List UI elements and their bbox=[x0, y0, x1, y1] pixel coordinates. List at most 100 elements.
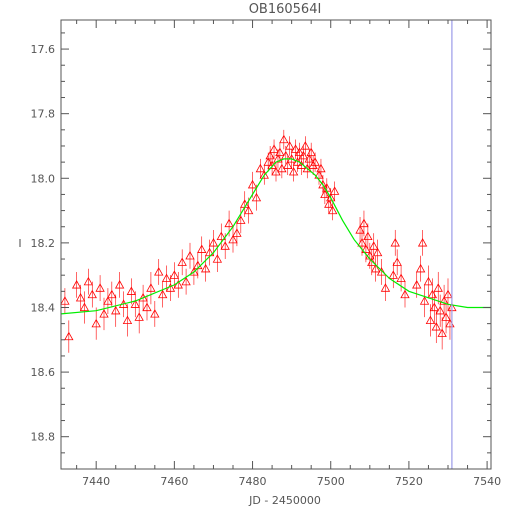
data-point-triangle bbox=[91, 318, 101, 328]
data-point-triangle bbox=[134, 312, 144, 321]
data-point-triangle bbox=[83, 276, 94, 286]
y-axis-label: I bbox=[18, 237, 21, 250]
y-tick-label: 17.6 bbox=[31, 43, 56, 56]
y-tick-label: 17.8 bbox=[31, 108, 56, 121]
data-point-triangle bbox=[200, 263, 211, 273]
data-point-triangle bbox=[255, 163, 266, 173]
data-point-triangle bbox=[111, 305, 121, 315]
data-point-triangle bbox=[189, 267, 199, 276]
data-point-triangle bbox=[412, 280, 422, 289]
x-tick-label: 7540 bbox=[473, 475, 501, 488]
data-points bbox=[60, 129, 457, 353]
data-point-triangle bbox=[212, 254, 223, 263]
data-point-triangle bbox=[371, 263, 381, 273]
x-tick-label: 7440 bbox=[82, 475, 110, 488]
data-point-triangle bbox=[441, 312, 451, 321]
data-point-triangle bbox=[431, 322, 441, 331]
data-point-triangle bbox=[259, 170, 269, 179]
data-point-triangle bbox=[75, 292, 86, 302]
x-tick-label: 7520 bbox=[395, 475, 423, 488]
data-point-triangle bbox=[306, 147, 316, 157]
data-point-triangle bbox=[71, 280, 82, 289]
data-point-triangle bbox=[318, 179, 328, 189]
data-point-triangle bbox=[181, 276, 191, 286]
data-point-triangle bbox=[363, 231, 373, 241]
data-point-triangle bbox=[269, 144, 279, 153]
data-point-triangle bbox=[208, 238, 219, 247]
data-point-triangle bbox=[290, 144, 301, 153]
model-fit-layer bbox=[60, 158, 491, 315]
data-point-triangle bbox=[300, 141, 310, 150]
data-point-triangle bbox=[169, 270, 180, 279]
x-tick-label: 7460 bbox=[160, 475, 188, 488]
data-point-triangle bbox=[429, 302, 439, 312]
model-fit-curve bbox=[60, 158, 491, 315]
data-point-triangle bbox=[224, 218, 234, 228]
data-point-triangle bbox=[95, 283, 105, 292]
data-point-triangle bbox=[419, 296, 430, 305]
data-point-triangle bbox=[157, 289, 168, 299]
data-point-triangle bbox=[114, 280, 125, 289]
data-point-triangle bbox=[122, 315, 133, 325]
chart-title: OB160564I bbox=[249, 2, 322, 17]
plot-frame bbox=[60, 19, 492, 470]
data-point-triangle bbox=[60, 296, 70, 305]
data-point-triangle bbox=[417, 238, 428, 247]
data-point-triangle bbox=[279, 134, 289, 144]
y-tick-label: 18.4 bbox=[31, 301, 56, 314]
data-point-triangle bbox=[316, 163, 326, 173]
data-point-triangle bbox=[355, 225, 365, 234]
data-point-triangle bbox=[142, 302, 152, 312]
data-point-triangle bbox=[392, 257, 402, 266]
data-point-triangle bbox=[126, 286, 137, 295]
data-point-triangle bbox=[359, 218, 369, 228]
data-point-triangle bbox=[87, 289, 97, 299]
data-point-triangle bbox=[443, 289, 453, 299]
data-point-triangle bbox=[415, 263, 426, 273]
data-point-triangle bbox=[177, 257, 187, 266]
data-point-triangle bbox=[232, 228, 242, 237]
data-point-triangle bbox=[130, 299, 140, 308]
x-tick-label: 7480 bbox=[239, 475, 267, 488]
data-point-triangle bbox=[247, 179, 258, 189]
data-point-triangle bbox=[275, 147, 285, 157]
data-point-triangle bbox=[369, 241, 379, 250]
data-point-triangle bbox=[236, 215, 246, 224]
data-point-triangle bbox=[99, 309, 109, 318]
y-axis-ticks: 17.6 17.8 18.0 18.2 18.4 18.6 18.8 bbox=[31, 32, 491, 454]
data-point-triangle bbox=[328, 205, 338, 215]
plot-area bbox=[60, 20, 491, 469]
y-tick-label: 18.6 bbox=[31, 366, 56, 379]
data-point-triangle bbox=[228, 234, 238, 244]
data-point-triangle bbox=[146, 283, 156, 292]
data-point-triangle bbox=[396, 273, 406, 283]
data-point-triangle bbox=[400, 289, 410, 299]
data-point-triangle bbox=[437, 328, 447, 337]
data-point-triangle bbox=[357, 238, 367, 247]
y-tick-label: 18.0 bbox=[31, 172, 56, 185]
data-point-triangle bbox=[367, 257, 377, 266]
data-point-triangle bbox=[372, 247, 383, 257]
data-point-triangle bbox=[154, 267, 164, 276]
data-point-triangle bbox=[251, 192, 262, 202]
data-point-triangle bbox=[433, 283, 443, 292]
y-tick-label: 18.2 bbox=[31, 237, 56, 250]
data-point-triangle bbox=[216, 231, 226, 241]
data-point-triangle bbox=[376, 267, 387, 276]
data-point-triangle bbox=[197, 244, 207, 253]
data-point-triangle bbox=[107, 289, 117, 299]
data-point-triangle bbox=[380, 283, 391, 292]
data-point-triangle bbox=[329, 186, 340, 195]
data-point-triangle bbox=[423, 276, 434, 286]
data-point-triangle bbox=[161, 273, 172, 283]
data-point-triangle bbox=[388, 270, 398, 279]
data-point-triangle bbox=[220, 241, 230, 250]
data-point-triangle bbox=[390, 238, 400, 247]
data-point-triangle bbox=[185, 250, 195, 260]
data-point-triangle bbox=[435, 305, 445, 315]
x-tick-label: 7500 bbox=[317, 475, 345, 488]
data-point-triangle bbox=[283, 160, 293, 169]
data-point-triangle bbox=[285, 141, 295, 150]
data-point-triangle bbox=[288, 166, 299, 176]
